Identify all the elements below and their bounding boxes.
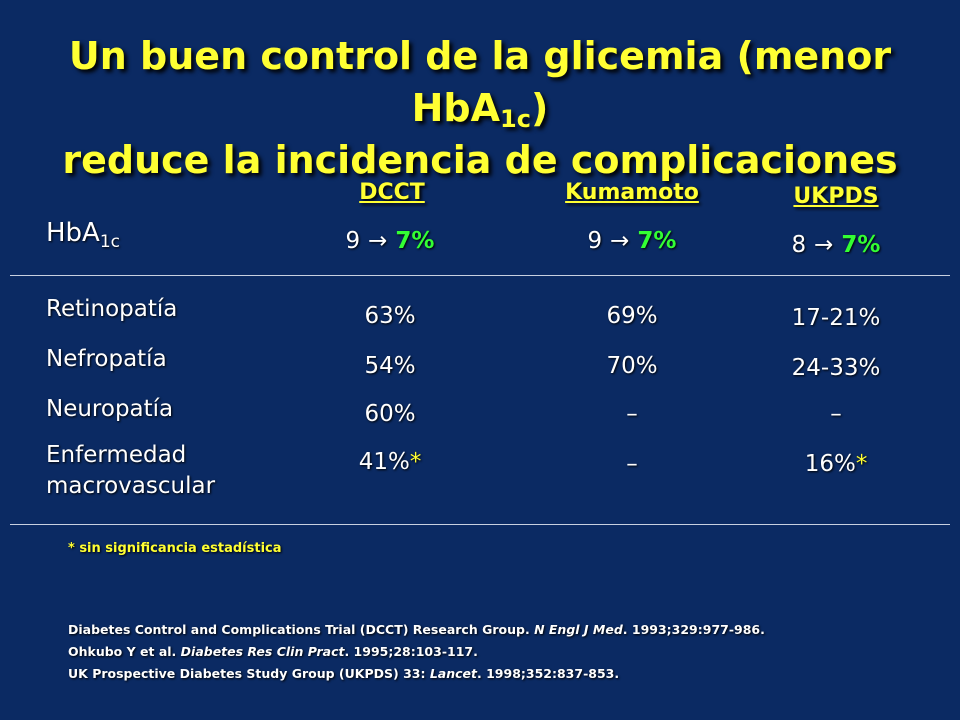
reference-citation: . 1993;329:977-986. bbox=[622, 622, 765, 637]
column-header-ukpds: UKPDS bbox=[793, 184, 879, 209]
hba1c-change-ukpds: 8 → 7% bbox=[792, 232, 881, 258]
hba1c-to: 7% bbox=[637, 228, 677, 254]
hba1c-change-kumamoto: 9 → 7% bbox=[588, 228, 677, 254]
reference-citation: . 1995;28:103-117. bbox=[344, 644, 478, 659]
hba1c-label-main: HbA bbox=[46, 218, 100, 248]
cell-nefropatia-kumamoto: 70% bbox=[606, 353, 658, 379]
reference-item: UK Prospective Diabetes Study Group (UKP… bbox=[68, 663, 765, 685]
cell-retinopatia-dcct: 63% bbox=[364, 303, 416, 329]
arrow-icon: → bbox=[814, 232, 834, 258]
hba1c-label-sub: 1c bbox=[99, 232, 121, 252]
hba1c-from: 9 bbox=[587, 228, 603, 254]
cell-macrovascular-dcct: 41%* bbox=[359, 449, 422, 475]
cell-macrovascular-ukpds: 16%* bbox=[805, 451, 868, 477]
cell-value: 41% bbox=[358, 449, 410, 475]
reference-journal: Lancet bbox=[429, 666, 477, 681]
cell-neuropatia-ukpds: – bbox=[830, 401, 842, 427]
cell-nefropatia-ukpds: 24-33% bbox=[791, 355, 881, 381]
footnote-star: * bbox=[855, 451, 868, 477]
table-divider-top bbox=[10, 275, 950, 276]
row-label-line-2: macrovascular bbox=[46, 473, 216, 499]
hba1c-from: 9 bbox=[345, 228, 361, 254]
reference-item: Diabetes Control and Complications Trial… bbox=[68, 619, 765, 641]
hba1c-change-dcct: 9 → 7% bbox=[346, 228, 435, 254]
reference-text: UK Prospective Diabetes Study Group (UKP… bbox=[68, 666, 430, 681]
hba1c-to: 7% bbox=[841, 232, 881, 258]
reference-text: Ohkubo Y et al. bbox=[68, 644, 181, 659]
hba1c-label: HbA1c bbox=[46, 218, 120, 251]
row-label-neuropatia: Neuropatía bbox=[46, 396, 174, 422]
row-label-retinopatia: Retinopatía bbox=[46, 296, 178, 322]
row-label-nefropatia: Nefropatía bbox=[46, 346, 167, 372]
arrow-icon: → bbox=[610, 228, 630, 254]
cell-retinopatia-kumamoto: 69% bbox=[606, 303, 658, 329]
reference-item: Ohkubo Y et al. Diabetes Res Clin Pract.… bbox=[68, 641, 765, 663]
arrow-icon: → bbox=[368, 228, 388, 254]
table-divider-bottom bbox=[10, 524, 950, 525]
cell-retinopatia-ukpds: 17-21% bbox=[791, 305, 881, 331]
cell-neuropatia-kumamoto: – bbox=[626, 401, 638, 427]
slide-title: Un buen control de la glicemia (menor Hb… bbox=[0, 30, 960, 186]
row-label-enfermedad-macrovascular: Enfermedad macrovascular bbox=[46, 440, 215, 502]
title-line-2: reduce la incidencia de complicaciones bbox=[62, 138, 898, 182]
column-header-kumamoto: Kumamoto bbox=[565, 180, 699, 205]
reference-journal: Diabetes Res Clin Pract bbox=[180, 644, 345, 659]
cell-nefropatia-dcct: 54% bbox=[364, 353, 416, 379]
footnote-star: * bbox=[409, 449, 422, 475]
column-header-dcct: DCCT bbox=[359, 180, 425, 205]
cell-neuropatia-dcct: 60% bbox=[364, 401, 416, 427]
cell-macrovascular-kumamoto: – bbox=[626, 451, 638, 477]
title-subscript: 1c bbox=[500, 105, 531, 133]
hba1c-from: 8 bbox=[791, 232, 807, 258]
reference-journal: N Engl J Med bbox=[534, 622, 623, 637]
cell-value: 16% bbox=[804, 451, 856, 477]
title-line-1: Un buen control de la glicemia (menor Hb… bbox=[0, 30, 960, 134]
references: Diabetes Control and Complications Trial… bbox=[68, 619, 765, 685]
row-label-line-1: Enfermedad bbox=[46, 442, 187, 468]
footnote: * sin significancia estadística bbox=[68, 541, 282, 556]
title-line-1-text: Un buen control de la glicemia (menor Hb… bbox=[68, 34, 892, 130]
reference-text: Diabetes Control and Complications Trial… bbox=[68, 622, 535, 637]
reference-citation: . 1998;352:837-853. bbox=[477, 666, 620, 681]
hba1c-to: 7% bbox=[395, 228, 435, 254]
title-line-1-close: ) bbox=[530, 86, 549, 130]
